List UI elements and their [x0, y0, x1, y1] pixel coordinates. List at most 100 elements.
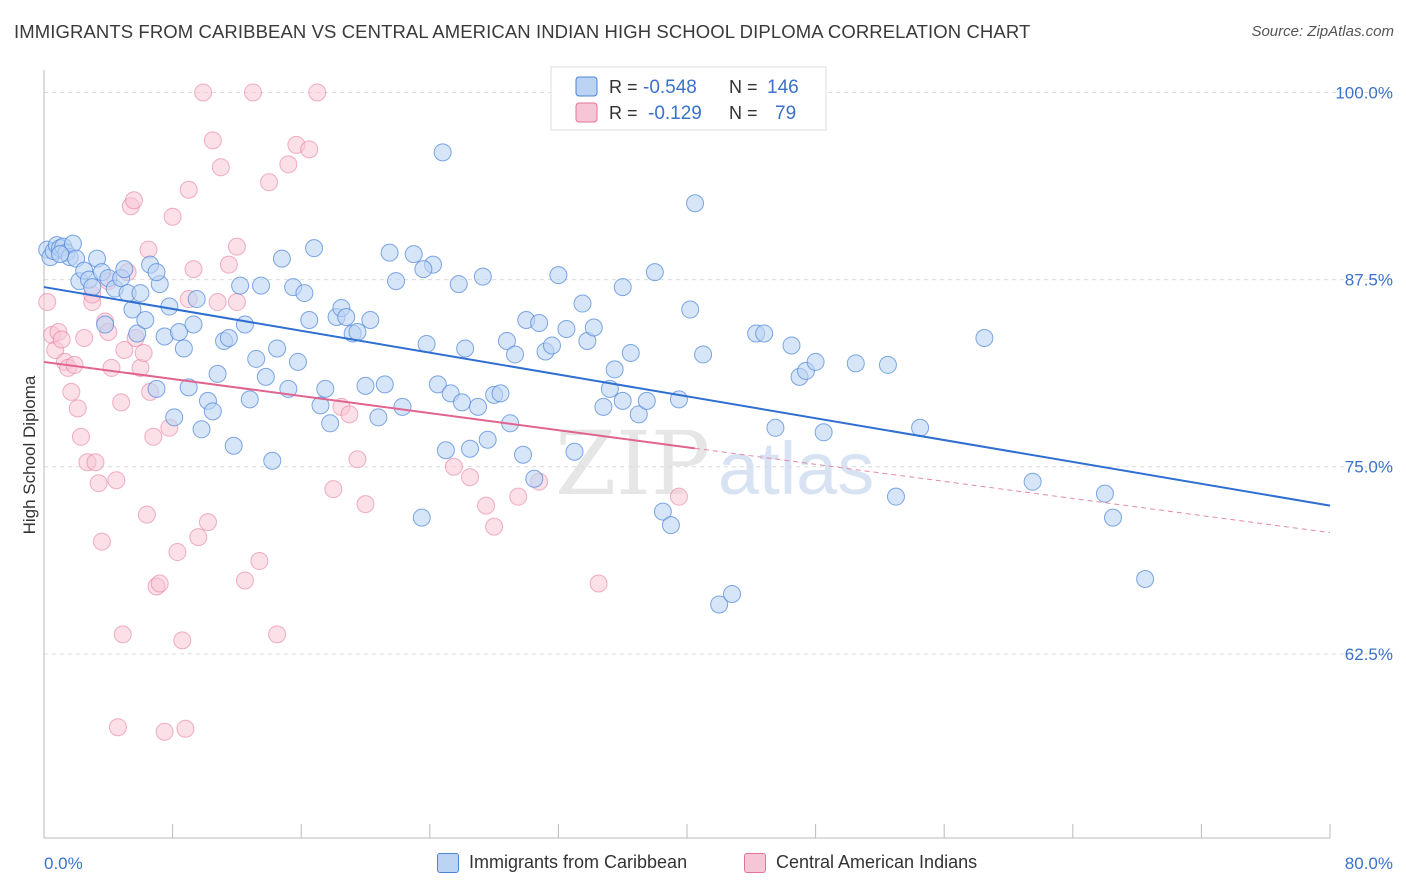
point-blue-73: [393, 397, 412, 416]
point-pink-66: [444, 457, 463, 476]
point-pink-40: [173, 631, 192, 650]
point-blue-72: [387, 272, 406, 291]
point-pink-70: [509, 487, 528, 506]
point-blue-107: [605, 360, 624, 379]
point-pink-67: [460, 468, 479, 487]
point-blue-82: [452, 393, 471, 412]
point-blue-132: [975, 328, 994, 347]
legend-r-value-2: -0.129: [648, 103, 702, 124]
point-pink-36: [155, 722, 174, 741]
point-blue-64: [337, 308, 356, 327]
source-credit: Source: ZipAtlas.com: [1251, 23, 1394, 40]
point-pink-75: [227, 237, 246, 256]
point-blue-13: [83, 278, 102, 297]
point-blue-129: [878, 355, 897, 374]
point-blue-121: [755, 324, 774, 343]
point-blue-76: [417, 334, 436, 353]
point-blue-44: [231, 276, 250, 295]
point-blue-137: [433, 143, 452, 162]
point-blue-24: [131, 284, 150, 303]
legend-item-central-american-indians: Central American Indians: [744, 852, 977, 873]
trend-lines: [43, 286, 1331, 534]
point-blue-83: [456, 339, 475, 358]
point-blue-114: [661, 516, 680, 535]
chart-title: IMMIGRANTS FROM CARIBBEAN VS CENTRAL AME…: [14, 21, 1031, 42]
point-pink-53: [243, 83, 262, 102]
legend-swatch-blue: [575, 76, 598, 97]
point-blue-16: [96, 315, 115, 334]
point-blue-57: [300, 311, 319, 330]
legend-label-central-american-indians: Central American Indians: [776, 852, 978, 872]
point-blue-68: [361, 311, 380, 330]
point-blue-50: [263, 451, 282, 470]
point-pink-14: [86, 453, 105, 472]
point-blue-52: [272, 249, 291, 268]
point-blue-96: [530, 314, 549, 333]
point-blue-139: [414, 260, 433, 279]
point-pink-22: [108, 718, 127, 737]
point-blue-118: [710, 595, 729, 614]
point-blue-71: [380, 243, 399, 262]
point-pink-15: [89, 474, 108, 493]
point-blue-128: [846, 354, 865, 373]
legend-n-value-1: 146: [767, 77, 799, 98]
point-pink-51: [227, 293, 246, 312]
point-pink-60: [308, 83, 327, 102]
point-blue-25: [136, 311, 155, 330]
legend-label-caribbean: Immigrants from Caribbean: [469, 852, 688, 872]
point-pink-61: [324, 480, 343, 499]
legend-n-value-2: 79: [775, 103, 796, 124]
y-tick-label-0: 62.5%: [1345, 645, 1393, 664]
point-pink-16: [92, 532, 111, 551]
y-tick-label-3: 100.0%: [1335, 83, 1393, 102]
point-pink-72: [589, 574, 608, 593]
point-blue-74: [404, 245, 423, 264]
point-pink-65: [356, 495, 375, 514]
point-blue-113: [653, 502, 672, 521]
point-pink-50: [219, 255, 238, 274]
point-blue-81: [449, 275, 468, 294]
point-blue-90: [497, 331, 516, 350]
point-blue-67: [356, 376, 375, 395]
point-blue-127: [814, 423, 833, 442]
point-pink-78: [139, 240, 158, 259]
point-blue-37: [192, 420, 211, 439]
point-blue-135: [1103, 508, 1122, 527]
legend-swatch-pink: [575, 102, 598, 123]
point-pink-59: [300, 140, 319, 159]
point-blue-101: [565, 442, 584, 461]
point-blue-20: [115, 260, 134, 279]
point-pink-21: [112, 393, 131, 412]
point-pink-69: [485, 517, 504, 536]
point-blue-27: [147, 379, 166, 398]
point-blue-59: [311, 396, 330, 415]
point-blue-108: [613, 391, 632, 410]
point-blue-48: [252, 276, 271, 295]
stats-legend: R = -0.548 N = 146 R = -0.129 N = 79: [550, 66, 827, 131]
legend-n-label-2: N =: [729, 103, 758, 123]
point-blue-42: [219, 328, 238, 347]
point-pink-11: [75, 328, 94, 347]
y-tick-label-2: 87.5%: [1345, 271, 1393, 290]
point-blue-119: [723, 584, 742, 603]
point-blue-117: [694, 345, 713, 364]
point-blue-89: [491, 384, 510, 403]
point-pink-27: [125, 191, 144, 210]
trend-line-central-american-indians: [43, 360, 696, 450]
series-immigrants-from-caribbean: [38, 143, 1155, 614]
point-blue-142: [51, 245, 70, 264]
legend-r-label-1: R =: [609, 77, 638, 97]
y-tick-label-1: 75.0%: [1345, 458, 1393, 477]
point-pink-23: [113, 625, 132, 644]
point-blue-46: [240, 390, 259, 409]
point-pink-55: [260, 173, 279, 192]
point-blue-43: [224, 436, 243, 455]
point-blue-136: [1136, 570, 1155, 589]
gridlines: [44, 91, 1392, 655]
point-blue-70: [375, 375, 394, 394]
point-blue-31: [165, 408, 184, 427]
trend-line-central-american-indians-extension: [694, 447, 1331, 534]
x-tick-label-1: 80.0%: [1345, 854, 1393, 873]
point-blue-92: [505, 345, 524, 364]
